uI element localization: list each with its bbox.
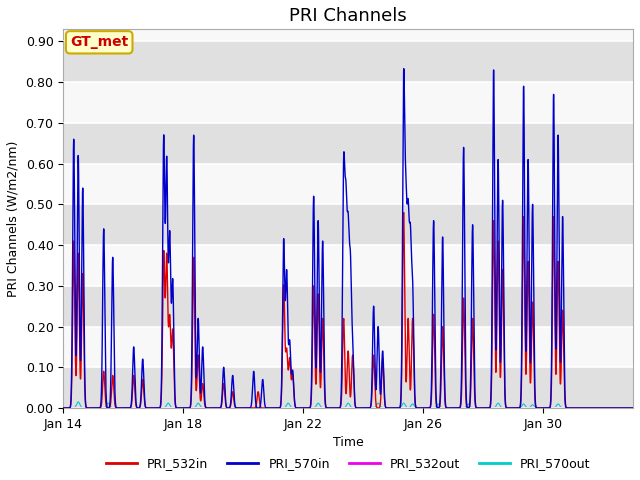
PRI_570in (582, 405, 590, 411)
PRI_570out (74, 399, 82, 405)
X-axis label: Time: Time (333, 436, 364, 449)
PRI_570in (629, 405, 637, 411)
PRI_532in (60, 405, 67, 411)
PRI_570in (599, 405, 607, 411)
PRI_570out (200, 405, 208, 411)
PRI_570in (400, 66, 408, 72)
PRI_570in (399, 165, 406, 170)
PRI_532in (399, 259, 406, 264)
Line: PRI_532in: PRI_532in (63, 213, 633, 408)
PRI_532in (589, 405, 597, 411)
Legend: PRI_532in, PRI_570in, PRI_532out, PRI_570out: PRI_532in, PRI_570in, PRI_532out, PRI_57… (100, 452, 595, 475)
PRI_570in (200, 372, 208, 378)
PRI_570out (629, 405, 637, 411)
Bar (63, 41, 633, 82)
PRI_532in (582, 405, 590, 411)
Text: GT_met: GT_met (70, 36, 128, 49)
Bar (63, 367, 633, 408)
PRI_532out (589, 405, 597, 411)
PRI_570in (60, 405, 67, 411)
Bar (63, 204, 633, 245)
PRI_532in (400, 210, 408, 216)
PRI_532out (60, 405, 67, 411)
PRI_532in (256, 399, 264, 405)
Line: PRI_570out: PRI_570out (63, 402, 633, 408)
PRI_570out (256, 405, 264, 411)
PRI_532in (599, 405, 607, 411)
PRI_570in (256, 405, 264, 410)
PRI_532out (582, 405, 590, 411)
PRI_570out (399, 401, 406, 407)
Y-axis label: PRI Channels (W/m2/nm): PRI Channels (W/m2/nm) (7, 141, 20, 297)
PRI_532in (629, 405, 637, 411)
PRI_532out (200, 405, 208, 411)
PRI_532out (629, 405, 637, 411)
PRI_570out (582, 405, 590, 411)
PRI_570in (589, 405, 597, 411)
Bar (63, 286, 633, 326)
PRI_570out (589, 405, 597, 411)
PRI_532in (197, 396, 205, 401)
Line: PRI_570in: PRI_570in (63, 69, 633, 408)
PRI_570in (197, 383, 205, 388)
PRI_532out (197, 405, 205, 411)
PRI_570out (60, 405, 67, 411)
PRI_532out (256, 405, 264, 411)
PRI_532in (200, 392, 208, 398)
Title: PRI Channels: PRI Channels (289, 7, 407, 25)
PRI_570out (197, 404, 205, 410)
Bar (63, 123, 633, 164)
PRI_532out (399, 405, 406, 411)
